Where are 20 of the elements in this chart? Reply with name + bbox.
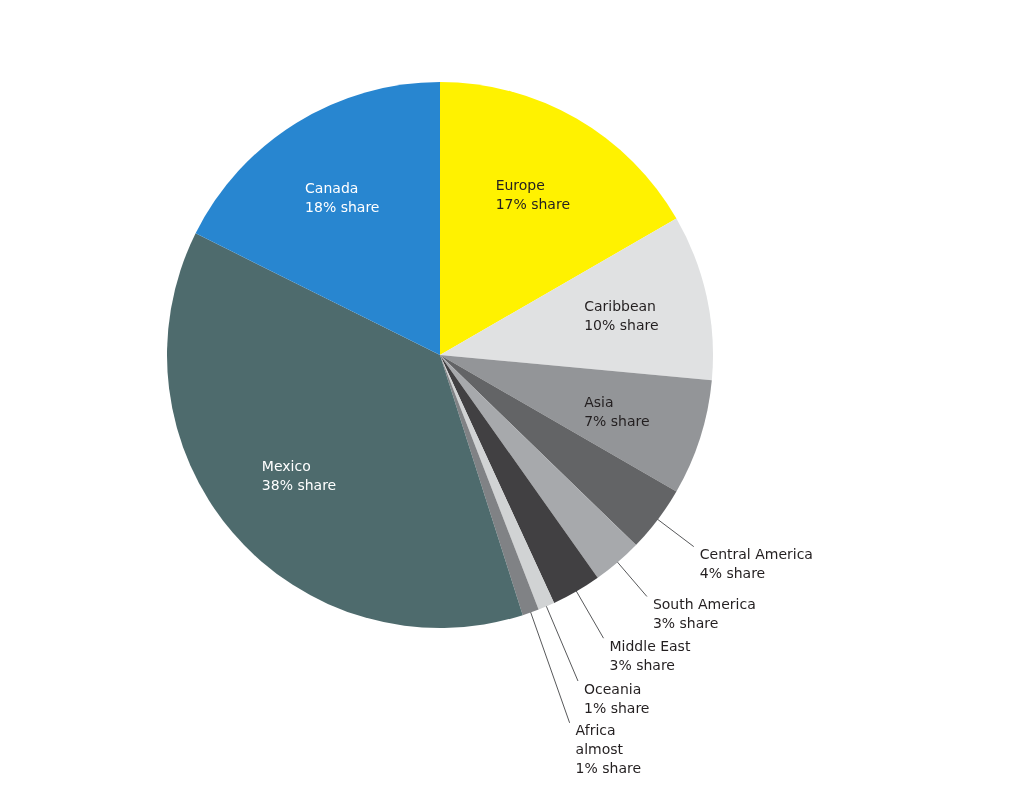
slice-label: Canada — [305, 179, 359, 196]
slice-label: Central America — [699, 546, 813, 563]
data-label: almost 1% share — [575, 741, 642, 777]
data-label: 17% share — [495, 195, 571, 212]
data-label: 38% share — [261, 477, 337, 494]
data-label: 4% share — [699, 565, 766, 582]
slice-label: Middle East — [609, 637, 691, 654]
slice-label: Asia — [584, 393, 614, 410]
data-label: 10% share — [584, 316, 659, 333]
slice-label: Africa — [575, 722, 616, 739]
slice-label: South America — [652, 595, 756, 612]
data-label: 3% share — [652, 614, 719, 631]
data-label: 7% share — [584, 412, 650, 429]
slice-label: Europe — [495, 176, 545, 193]
data-label: 3% share — [609, 656, 675, 673]
slice-label: Mexico — [261, 458, 311, 475]
slice-label: Oceania — [583, 680, 642, 697]
data-label: 1% share — [583, 699, 650, 716]
data-label: 18% share — [305, 198, 380, 215]
slice-label: Caribbean — [584, 297, 656, 314]
